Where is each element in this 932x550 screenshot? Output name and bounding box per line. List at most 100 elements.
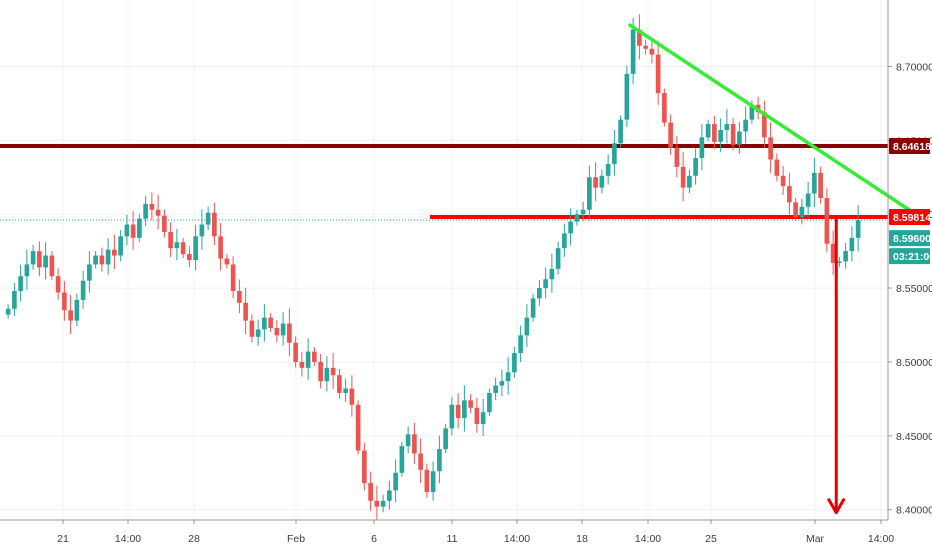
candle-body bbox=[730, 124, 736, 145]
candle-body bbox=[280, 323, 286, 336]
candle-body bbox=[680, 166, 686, 188]
candle-body bbox=[737, 131, 742, 145]
candle-body bbox=[618, 119, 623, 144]
candle-body bbox=[780, 175, 786, 187]
x-tick-label: 14:00 bbox=[868, 533, 894, 545]
candle-body bbox=[130, 224, 136, 238]
candle-body bbox=[487, 392, 492, 413]
candle-body bbox=[474, 407, 480, 424]
candle-body bbox=[293, 342, 298, 362]
candle-body bbox=[299, 361, 305, 368]
candle-body bbox=[249, 320, 255, 337]
candle-body bbox=[449, 404, 455, 429]
x-tick-label: 14:00 bbox=[115, 533, 141, 545]
candle-body bbox=[118, 236, 123, 256]
candle-body bbox=[362, 450, 367, 484]
candle-body bbox=[699, 137, 705, 159]
candle-body bbox=[499, 381, 505, 386]
candle-body bbox=[693, 158, 698, 176]
candle-body bbox=[24, 264, 30, 277]
countdown-tag-label: 03:21:00 bbox=[893, 251, 932, 263]
candle-body bbox=[62, 292, 67, 311]
candle-body bbox=[5, 308, 11, 315]
horizontal-levels bbox=[0, 143, 888, 221]
candle-body bbox=[262, 317, 267, 330]
candle-body bbox=[337, 375, 342, 393]
y-tick-label: 8.70000 bbox=[896, 61, 932, 73]
candle-body bbox=[687, 175, 692, 188]
x-tick-label: 28 bbox=[188, 533, 200, 545]
x-tick-label: 25 bbox=[705, 533, 717, 545]
candle-body bbox=[712, 124, 717, 142]
candle-body bbox=[187, 254, 192, 260]
candle-body bbox=[68, 310, 73, 321]
candle-body bbox=[437, 449, 442, 472]
candle-body bbox=[718, 130, 723, 142]
candle-body bbox=[212, 212, 217, 237]
candle-body bbox=[443, 428, 448, 450]
candle-body bbox=[399, 446, 405, 473]
x-tick-label: Feb bbox=[287, 533, 305, 545]
last-price-tag-label: 8.59600 bbox=[893, 233, 931, 245]
candle-body bbox=[662, 93, 667, 123]
candle-body bbox=[468, 400, 473, 408]
candle-body bbox=[749, 104, 755, 120]
candle-body bbox=[524, 317, 530, 336]
resistance-tag-label: 8.64618 bbox=[893, 141, 931, 153]
candle-body bbox=[255, 329, 261, 337]
candle-body bbox=[830, 243, 836, 263]
candle-body bbox=[805, 193, 811, 207]
candle-body bbox=[99, 255, 105, 265]
candle-body bbox=[112, 249, 117, 256]
candle-body bbox=[368, 483, 373, 501]
candle-body bbox=[574, 214, 580, 222]
candle-body bbox=[405, 434, 411, 447]
candle-body bbox=[162, 215, 167, 232]
candle-body bbox=[193, 236, 198, 260]
candle-body bbox=[637, 29, 642, 46]
candle-body bbox=[224, 258, 230, 265]
candle-body bbox=[668, 122, 673, 148]
candle-body bbox=[143, 203, 148, 219]
candle-body bbox=[455, 404, 461, 419]
candle-body bbox=[555, 248, 561, 269]
candle-body bbox=[80, 280, 86, 300]
projection-arrow-head bbox=[826, 497, 846, 515]
candle-body bbox=[768, 137, 773, 160]
candle-body bbox=[430, 471, 436, 492]
candle-body bbox=[674, 147, 680, 167]
support-tag-bg bbox=[889, 208, 930, 225]
candle-body bbox=[93, 255, 98, 265]
candle-body bbox=[705, 124, 711, 138]
candle-body bbox=[87, 264, 92, 281]
candle-body bbox=[312, 351, 317, 362]
candle-body bbox=[149, 203, 155, 210]
candle-body bbox=[587, 177, 592, 210]
candle-body bbox=[568, 221, 573, 234]
candle-body bbox=[237, 291, 242, 303]
candle-body bbox=[18, 276, 23, 292]
candle-body bbox=[843, 251, 848, 262]
candle-body bbox=[49, 255, 55, 277]
candle-body bbox=[743, 119, 748, 132]
candle-body bbox=[837, 261, 842, 263]
x-tick-label: 6 bbox=[371, 533, 377, 545]
candle-body bbox=[762, 112, 767, 138]
candle-body bbox=[530, 298, 536, 318]
candle-body bbox=[43, 255, 48, 268]
candle-body bbox=[174, 242, 180, 249]
resistance-tag-bg bbox=[889, 137, 930, 154]
support-tag-label: 8.59814 bbox=[893, 212, 931, 224]
candle-body bbox=[493, 385, 498, 393]
candle-body bbox=[180, 242, 186, 255]
candle-body bbox=[287, 323, 292, 343]
trendline bbox=[628, 23, 913, 213]
candle-body bbox=[855, 220, 861, 238]
x-tick-label: 14:00 bbox=[635, 533, 661, 545]
candle-body bbox=[374, 500, 380, 507]
candle-body bbox=[649, 48, 655, 55]
candle-body bbox=[849, 237, 855, 252]
x-tick-label: 18 bbox=[576, 533, 588, 545]
candle-body bbox=[268, 317, 273, 328]
